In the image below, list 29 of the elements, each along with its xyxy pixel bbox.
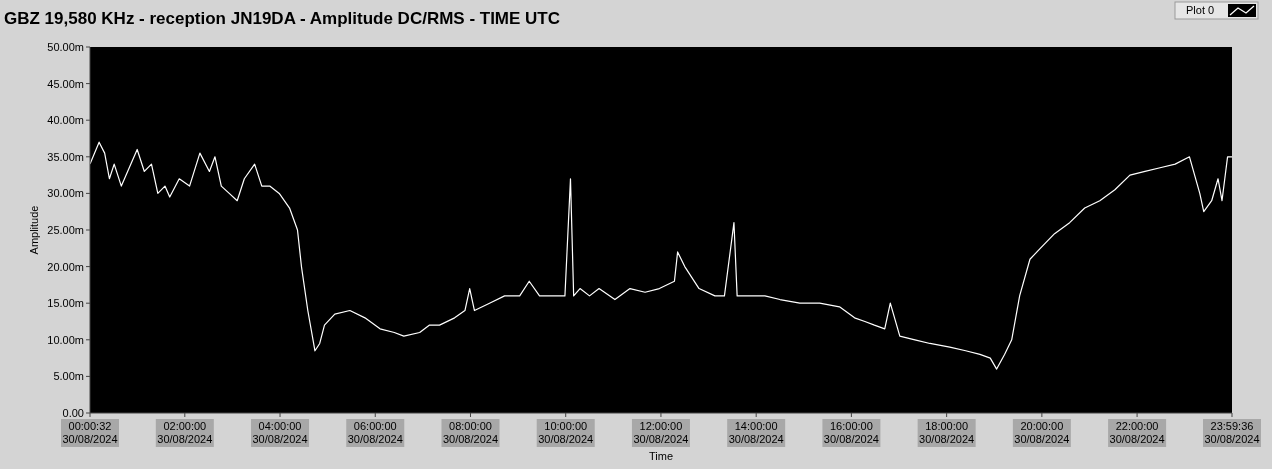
y-tick-label: 25.00m [47,224,84,236]
x-tick-label: 14:00:00 30/08/2024 [728,420,784,445]
y-tick-label: 40.00m [47,114,84,127]
y-tick-label: 30.00m [47,187,84,200]
y-tick-label: 35.00m [47,150,84,163]
x-tick-label: 20:00:00 30/08/2024 [1014,420,1070,445]
x-axis-title: Time [648,450,674,462]
x-tick-label: 10:00:00 30/08/2024 [538,420,594,445]
x-tick-label: 18:00:00 30/08/2024 [919,420,975,445]
x-tick-label: 04:00:00 30/08/2024 [252,420,308,445]
x-tick-label: 08:00:00 30/08/2024 [442,420,499,445]
x-tick-label: 23:59:36 30/08/2024 [1204,420,1260,445]
y-tick-label: 10.00m [47,333,84,346]
x-tick-label: 12:00:00 30/08/2024 [633,420,689,445]
y-tick-label: 45.00m [47,77,84,90]
y-tick-label: 20.00m [47,260,84,273]
chart-title: GBZ 19,580 KHz - reception JN19DA - Amplitude DC/RMS - TIME UTC [4,9,561,28]
y-tick-label: 50.00m [47,41,84,53]
x-tick-label: 00:00:32 30/08/2024 [62,420,118,445]
y-tick-label: 0.00 [62,407,84,419]
x-tick-label: 06:00:00 30/08/2024 [347,420,403,445]
x-tick-label: 16:00:00 30/08/2024 [823,420,879,445]
y-tick-label: 15.00m [47,297,84,310]
legend-label: Plot 0 [1186,4,1215,16]
y-tick-label: 5.00m [53,370,84,383]
y-axis-title: Amplitude [28,205,40,255]
x-tick-label: 02:00:00 30/08/2024 [157,420,213,445]
x-tick-label: 22:00:00 30/08/2024 [1109,420,1165,445]
line-series [90,141,1232,370]
